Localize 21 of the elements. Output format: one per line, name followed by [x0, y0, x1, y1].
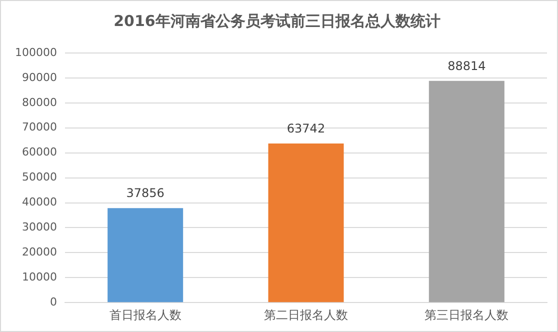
y-tick-label: 90000 [22, 70, 57, 84]
bar [428, 80, 504, 302]
x-tick-label: 第二日报名人数 [264, 308, 348, 322]
y-tick-label: 80000 [22, 96, 57, 109]
data-label: 63742 [286, 122, 326, 136]
data-label: 37856 [126, 186, 164, 200]
bar [108, 208, 184, 302]
y-tick-label: 100000 [14, 46, 57, 59]
y-tick-label: 70000 [22, 120, 57, 134]
bar [268, 144, 344, 302]
y-tick-label: 50000 [22, 170, 57, 184]
y-tick-label: 60000 [22, 146, 57, 159]
x-tick-label: 首日报名人数 [109, 308, 182, 322]
data-label: 88814 [448, 59, 486, 74]
y-tick-label: 0 [50, 295, 57, 308]
y-tick-label: 40000 [22, 196, 57, 209]
x-tick-label: 第三日报名人数 [424, 308, 509, 322]
y-tick-label: 20000 [22, 246, 57, 259]
chart-title: 2016年河南省公务员考试前三日报名总人数统计 [114, 12, 440, 30]
y-tick-label: 30000 [22, 220, 57, 234]
y-tick-label: 10000 [22, 270, 57, 284]
